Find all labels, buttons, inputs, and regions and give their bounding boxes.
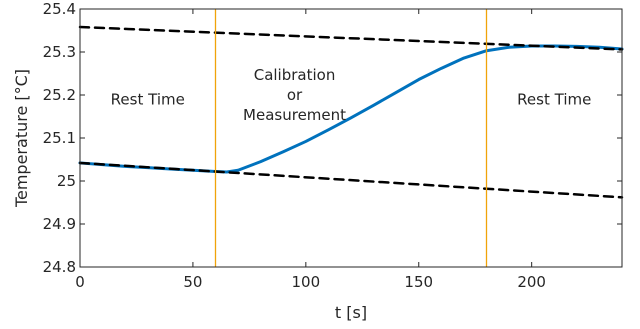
x-tick-label: 150: [404, 273, 433, 291]
y-tick-label: 25.1: [43, 129, 76, 147]
x-tick-label: 0: [75, 273, 85, 291]
plot-background: [80, 9, 622, 267]
baseline-dashed-line-2: [78, 161, 624, 199]
y-tick-label: 25.4: [43, 0, 76, 18]
y-tick-label: 24.9: [43, 215, 76, 233]
y-tick-label: 24.8: [43, 258, 76, 276]
y-axis-label: Temperature [°C]: [12, 69, 31, 208]
y-tick-label: 25.2: [43, 86, 76, 104]
annotation-rest-right-line-0: Rest Time: [517, 90, 591, 108]
x-tick-label: 50: [183, 273, 202, 291]
annotation-rest-left-line-0: Rest Time: [111, 90, 185, 108]
x-axis-label: t [s]: [335, 303, 367, 322]
plot-area: [80, 9, 622, 267]
phase-boundaries: [214, 9, 488, 267]
annotation-calibration-line-1: or: [287, 86, 303, 104]
annotation-calibration-line-0: Calibration: [254, 66, 336, 84]
axes: 0 50 100 150 200 24.8 24.9 25 25.1 25.2 25.3 25.4: [43, 0, 623, 291]
y-tick-label: 25.3: [43, 43, 76, 61]
x-tick-label: 100: [292, 273, 321, 291]
y-tick-label: 25: [57, 172, 76, 190]
annotation-calibration-line-2: Measurement: [243, 106, 346, 124]
phase-annotations: Rest Time Calibration or Measurement Rest Ti…: [111, 66, 592, 124]
x-tick-label: 200: [517, 273, 546, 291]
baseline-dashed-line-1: [78, 25, 624, 51]
series-layer: [78, 25, 624, 199]
